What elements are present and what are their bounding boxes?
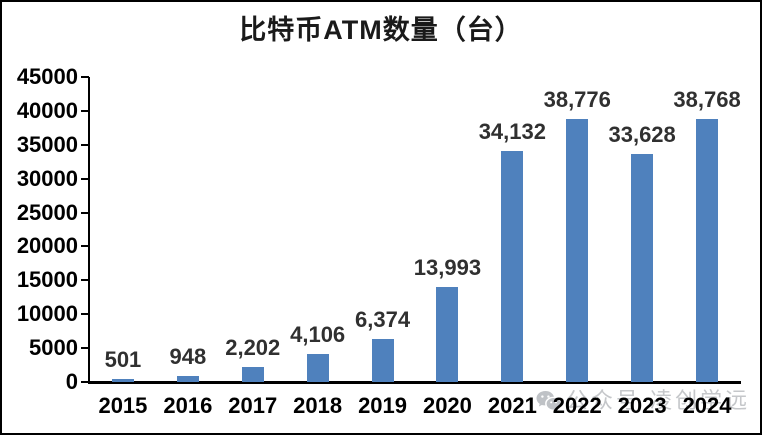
chart-title: 比特币ATM数量（台） bbox=[239, 15, 523, 45]
x-tick-label-2016: 2016 bbox=[163, 393, 213, 418]
bar-2020 bbox=[436, 287, 459, 382]
y-tick-label: 0 bbox=[65, 369, 78, 394]
x-tick-label-2018: 2018 bbox=[293, 393, 343, 418]
y-tick-mark bbox=[81, 177, 89, 180]
y-tick-mark bbox=[81, 109, 89, 112]
y-tick-mark bbox=[81, 245, 89, 248]
x-axis-line bbox=[88, 381, 741, 384]
bar-value-label-2023: 33,628 bbox=[608, 122, 676, 148]
x-tick-label-2023: 2023 bbox=[617, 393, 667, 418]
y-tick-label: 10000 bbox=[16, 301, 78, 327]
x-tick-label-2019: 2019 bbox=[358, 393, 408, 418]
y-tick-mark bbox=[81, 313, 89, 316]
bar-value-label-2019: 6,374 bbox=[355, 306, 411, 332]
bar-2022 bbox=[566, 119, 589, 382]
bar-2017 bbox=[241, 367, 264, 382]
bar-2021 bbox=[501, 150, 524, 382]
y-tick-label: 25000 bbox=[16, 199, 78, 225]
y-tick-mark bbox=[81, 143, 89, 146]
y-tick-label: 15000 bbox=[16, 267, 78, 293]
bar-value-label-2024: 38,768 bbox=[673, 87, 741, 113]
bar-value-label-2021: 34,132 bbox=[478, 118, 546, 144]
bar-2024 bbox=[696, 119, 719, 382]
x-tick-label-2015: 2015 bbox=[98, 393, 148, 418]
y-tick-label: 35000 bbox=[16, 131, 78, 157]
bar-value-label-2015: 501 bbox=[104, 346, 142, 372]
bar-value-label-2017: 2,202 bbox=[225, 335, 281, 361]
watermark: 公众号 凌创学远 bbox=[536, 388, 750, 414]
y-tick-label: 30000 bbox=[16, 165, 78, 191]
y-tick-mark bbox=[81, 279, 89, 282]
x-tick-label-2020: 2020 bbox=[422, 393, 472, 418]
x-tick-label-2024: 2024 bbox=[682, 393, 732, 418]
y-tick-mark bbox=[81, 381, 89, 383]
y-tick-mark bbox=[81, 211, 89, 214]
y-tick-mark bbox=[81, 347, 89, 350]
bar-2019 bbox=[371, 338, 394, 382]
watermark-text: 公众号 凌创学远 bbox=[566, 388, 751, 413]
bar-value-label-2020: 13,993 bbox=[413, 255, 482, 281]
bar-2018 bbox=[306, 354, 329, 382]
bar-value-label-2022: 38,776 bbox=[543, 87, 611, 113]
x-tick-label-2017: 2017 bbox=[228, 393, 278, 418]
wechat-icon bbox=[536, 390, 561, 411]
bar-value-label-2016: 948 bbox=[169, 343, 207, 369]
y-tick-mark bbox=[81, 76, 89, 78]
y-tick-label: 5000 bbox=[29, 335, 78, 361]
y-axis-line bbox=[88, 77, 90, 384]
bar-value-label-2018: 4,106 bbox=[290, 322, 346, 348]
bar-2015 bbox=[111, 378, 134, 382]
y-tick-label: 45000 bbox=[16, 64, 78, 89]
y-tick-label: 20000 bbox=[16, 233, 78, 259]
x-tick-label-2021: 2021 bbox=[487, 393, 537, 418]
x-tick-label-2022: 2022 bbox=[552, 393, 602, 418]
y-tick-label: 40000 bbox=[16, 97, 78, 123]
bar-2023 bbox=[631, 154, 654, 382]
bar-2016 bbox=[176, 375, 199, 382]
